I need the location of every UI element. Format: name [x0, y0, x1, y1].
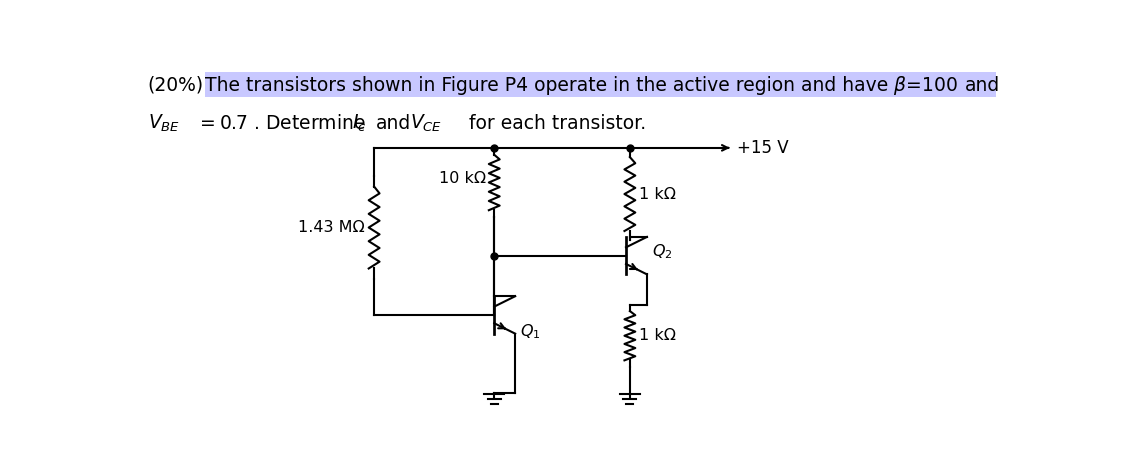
Text: 1 kΩ: 1 kΩ — [639, 328, 676, 343]
Text: $\beta\!=\!100$: $\beta\!=\!100$ — [894, 73, 959, 97]
Text: 1 kΩ: 1 kΩ — [639, 187, 676, 201]
Text: $I_c$: $I_c$ — [352, 113, 367, 134]
Text: +15 V: +15 V — [736, 139, 789, 157]
Text: 10 kΩ: 10 kΩ — [440, 171, 486, 186]
Text: The transistors shown in Figure P4 operate in the active region and have: The transistors shown in Figure P4 opera… — [205, 76, 888, 95]
Text: $= 0.7$ . Determine: $= 0.7$ . Determine — [196, 114, 366, 133]
Text: and: and — [964, 76, 1000, 95]
Text: $Q_1$: $Q_1$ — [520, 322, 540, 341]
FancyBboxPatch shape — [205, 73, 996, 97]
Text: $V_{BE}$: $V_{BE}$ — [147, 113, 180, 134]
Text: 1.43 MΩ: 1.43 MΩ — [298, 220, 365, 235]
Text: $Q_2$: $Q_2$ — [651, 243, 672, 261]
Text: and: and — [376, 114, 411, 133]
Text: $V_{CE}$: $V_{CE}$ — [410, 113, 442, 134]
Text: (20%): (20%) — [147, 76, 204, 95]
Text: for each transistor.: for each transistor. — [469, 114, 646, 133]
